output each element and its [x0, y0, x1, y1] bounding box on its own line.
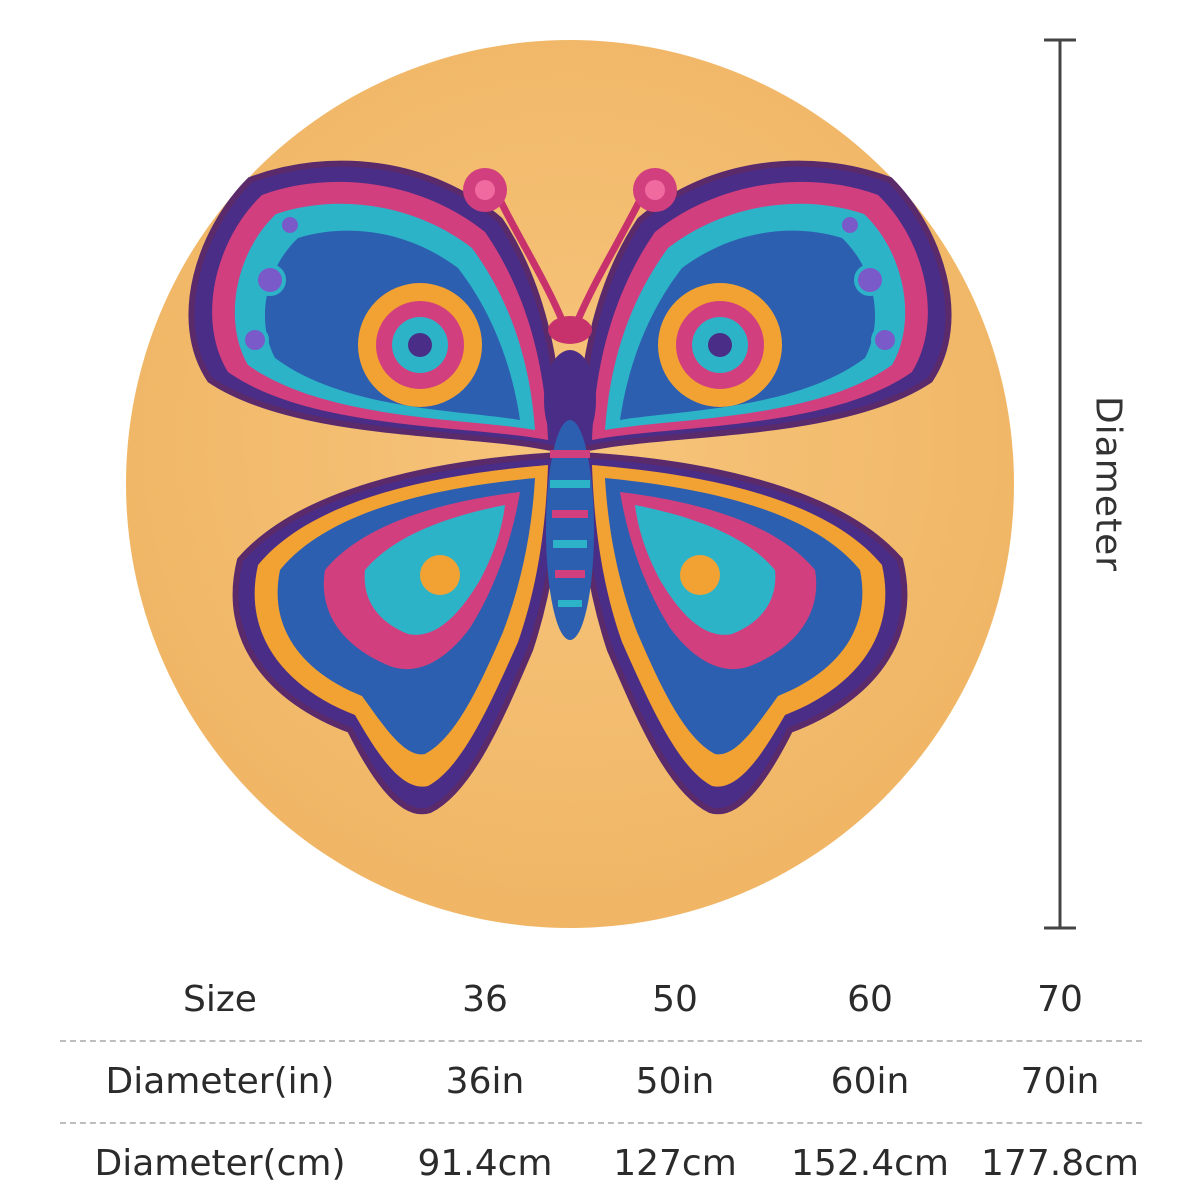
size-table: Size 36 50 60 70 Diameter(in) 36in 50in …	[60, 962, 1142, 1202]
table-cell: 127cm	[613, 1143, 737, 1184]
row-divider	[60, 1122, 1142, 1124]
table-cell: 152.4cm	[791, 1143, 949, 1184]
table-cell: 50in	[635, 1061, 715, 1102]
table-cell: 36in	[445, 1061, 525, 1102]
dimension-indicator	[1044, 38, 1076, 930]
row-label-diameter-cm: Diameter(cm)	[94, 1143, 346, 1184]
table-cell: 70in	[1020, 1061, 1100, 1102]
table-row: Size 36 50 60 70	[60, 962, 1142, 1038]
butterfly	[191, 164, 948, 812]
table-row: Diameter(in) 36in 50in 60in 70in	[60, 1044, 1142, 1120]
table-cell: 70	[1037, 979, 1083, 1020]
table-cell: 60	[847, 979, 893, 1020]
row-label-size: Size	[183, 979, 257, 1020]
table-cell: 36	[462, 979, 508, 1020]
table-cell: 177.8cm	[981, 1143, 1139, 1184]
table-cell: 60in	[830, 1061, 910, 1102]
table-row: Diameter(cm) 91.4cm 127cm 152.4cm 177.8c…	[60, 1126, 1142, 1202]
diameter-label: Diameter	[1087, 395, 1129, 573]
row-divider	[60, 1040, 1142, 1042]
table-cell: 91.4cm	[417, 1143, 553, 1184]
rug-illustration	[126, 38, 1076, 930]
table-cell: 50	[652, 979, 698, 1020]
row-label-diameter-in: Diameter(in)	[105, 1061, 335, 1102]
butterfly-body	[544, 316, 596, 640]
